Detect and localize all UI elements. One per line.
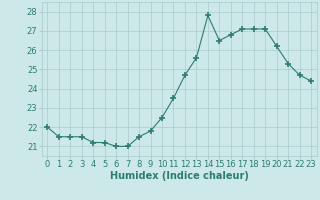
X-axis label: Humidex (Indice chaleur): Humidex (Indice chaleur)	[110, 171, 249, 181]
